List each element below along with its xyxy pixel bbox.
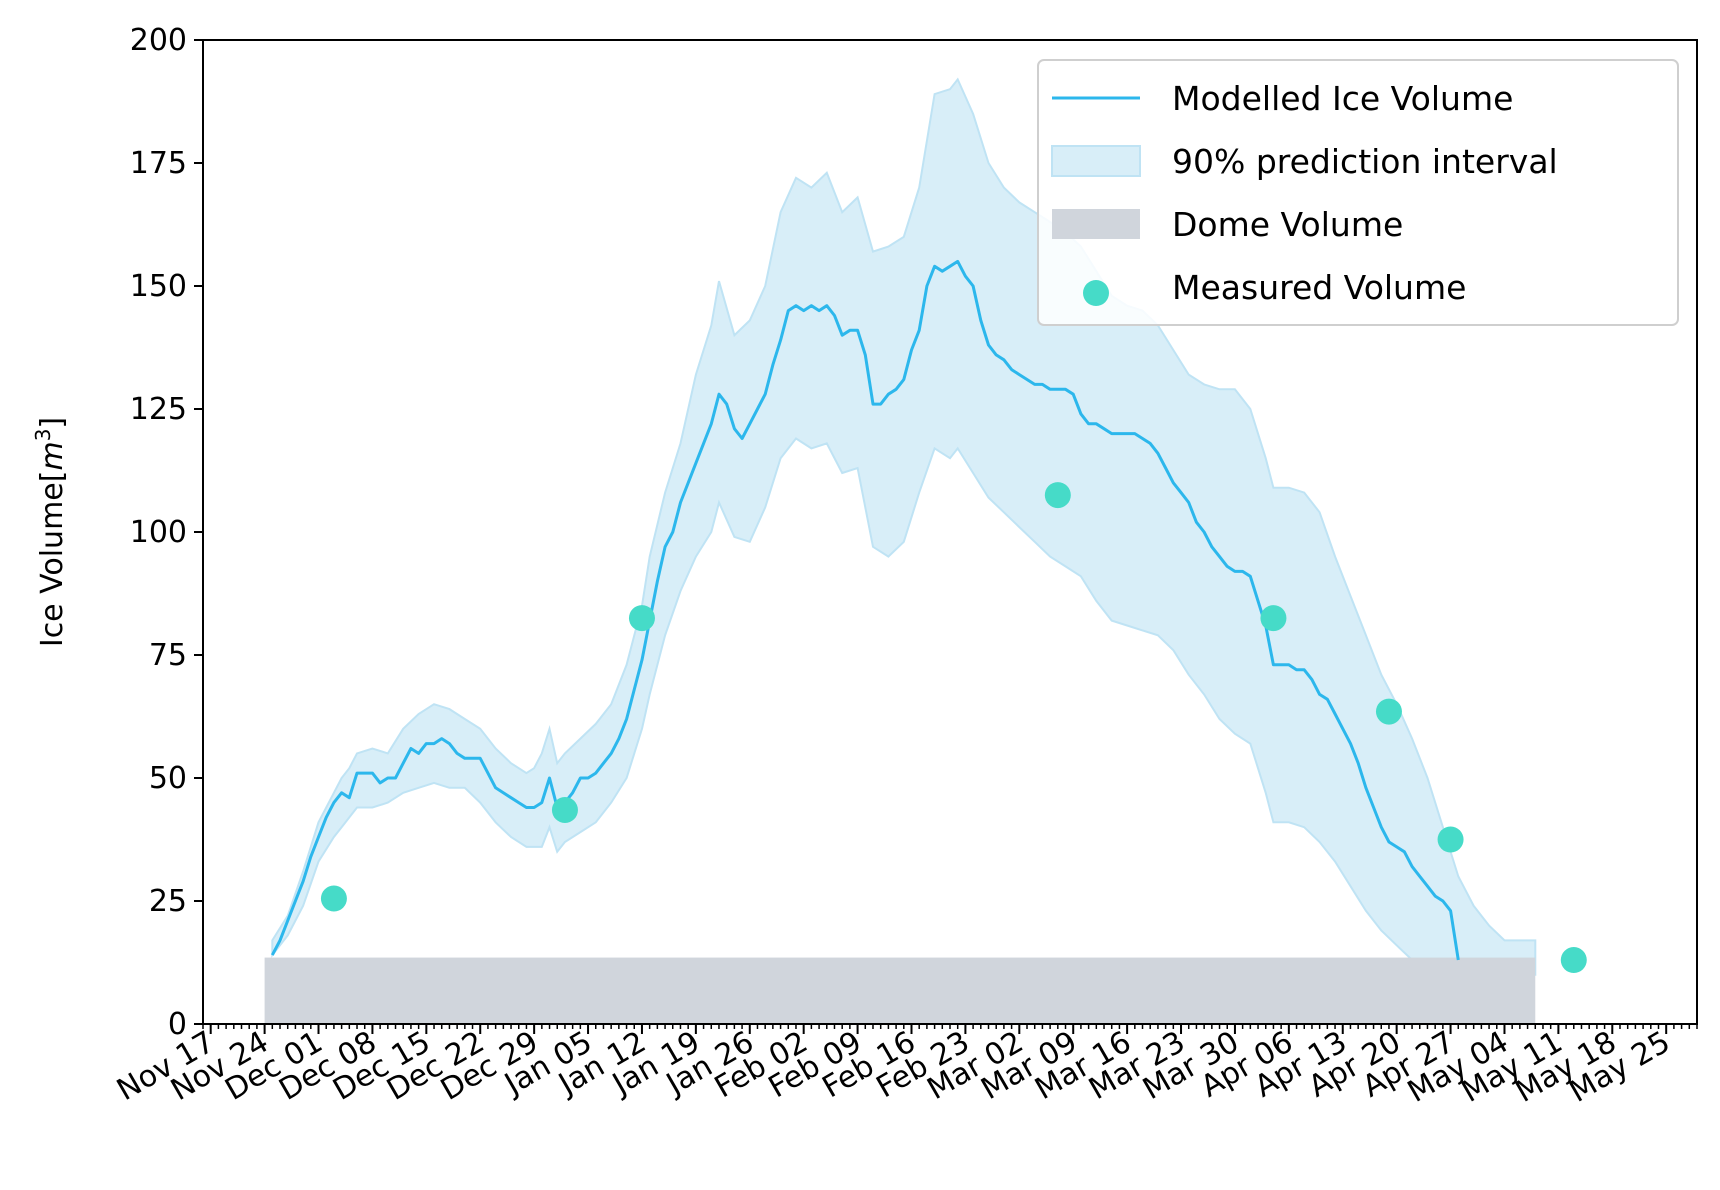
- measured-volume-point: [1044, 482, 1071, 509]
- plot-area: [264, 77, 1587, 1024]
- y-axis-title-text: Ice Volume[: [35, 471, 70, 648]
- legend-entry-label: Modelled Ice Volume: [1172, 79, 1513, 118]
- measured-volume-point: [1560, 947, 1587, 974]
- y-tick-label: 50: [149, 761, 187, 796]
- legend-entry-label: Measured Volume: [1172, 268, 1466, 307]
- y-axis: 0 25 50 75 100 125 150 175 200: [130, 23, 203, 1042]
- measured-volume-point: [551, 796, 578, 823]
- prediction-interval-band: [271, 77, 1537, 976]
- legend-band-swatch: [1051, 145, 1141, 177]
- y-tick-label: 200: [130, 23, 187, 58]
- plot-frame: [202, 39, 1698, 1025]
- y-tick-label: 125: [130, 392, 187, 427]
- y-axis-title-unit: m: [35, 441, 70, 470]
- y-tick-label: 100: [130, 515, 187, 550]
- y-tick-label: 75: [149, 638, 187, 673]
- measured-volume-point: [1437, 826, 1464, 853]
- measured-volume-point: [320, 885, 347, 912]
- y-axis-title-close: ]: [35, 417, 70, 429]
- legend-entry-label: 90% prediction interval: [1172, 142, 1558, 181]
- y-tick-label: 0: [168, 1007, 187, 1042]
- y-tick-label: 150: [130, 269, 187, 304]
- measured-volume-point: [1375, 698, 1402, 725]
- legend-region-swatch: [1052, 209, 1140, 239]
- legend-entry-label: Dome Volume: [1172, 205, 1403, 244]
- measured-volume-point: [628, 605, 655, 632]
- legend-scatter-swatch: [1083, 280, 1109, 306]
- legend: Modelled Ice Volume 90% prediction interv…: [1037, 59, 1679, 326]
- dome-volume-region: [264, 957, 1536, 1024]
- y-tick-label: 25: [149, 884, 187, 919]
- legend-box: [1037, 59, 1679, 326]
- y-axis-title-exponent: 3: [31, 429, 55, 442]
- measured-volume-point: [1260, 605, 1287, 632]
- y-tick-label: 175: [130, 146, 187, 181]
- y-axis-title: Ice Volume[m3]: [31, 417, 70, 647]
